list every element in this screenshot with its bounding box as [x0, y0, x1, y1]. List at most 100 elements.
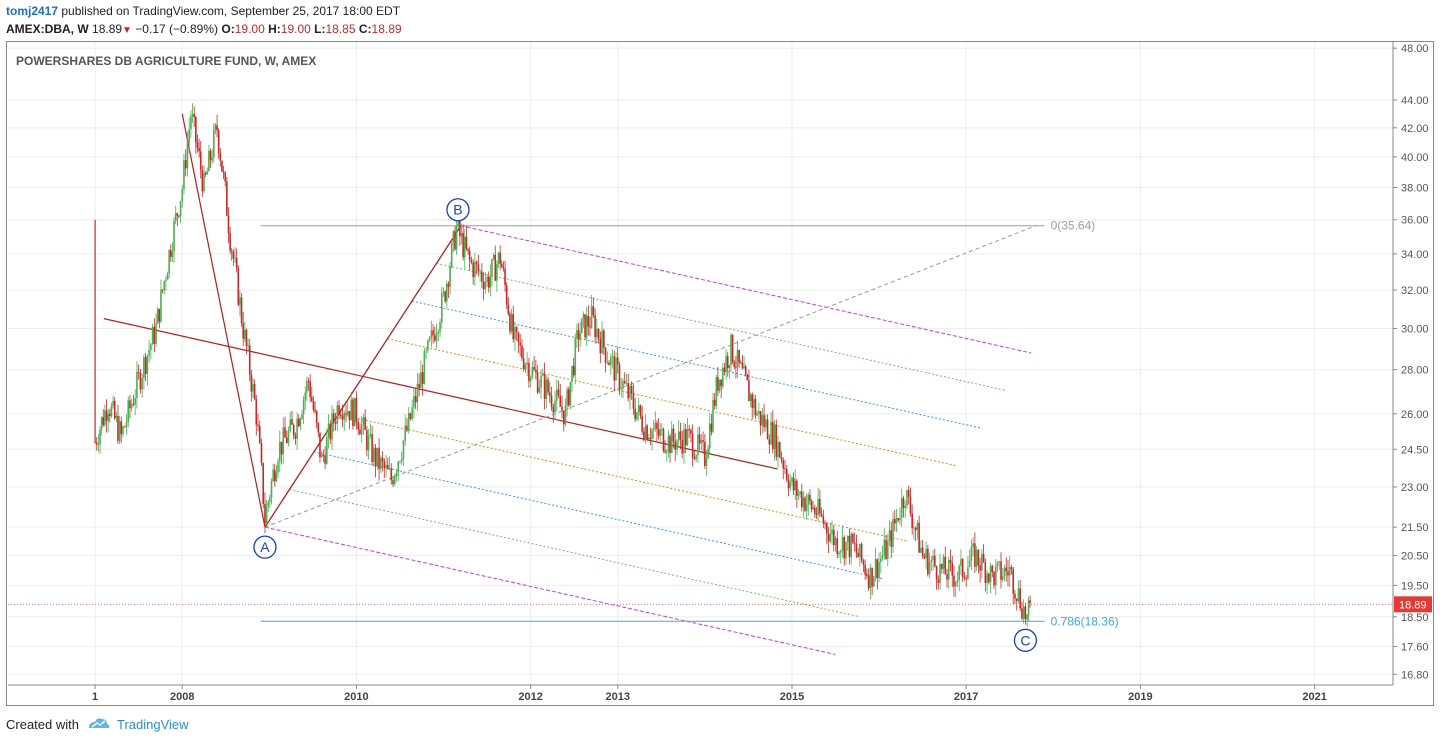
candle-body — [996, 562, 999, 567]
candle-body — [988, 573, 990, 583]
candle-body — [604, 347, 607, 363]
candle-body — [425, 350, 427, 352]
candle-body — [127, 400, 130, 423]
candle-body — [364, 417, 366, 430]
candle-body — [212, 130, 215, 158]
candle-body — [838, 552, 840, 555]
candle-body — [878, 561, 880, 579]
candle-body — [428, 337, 431, 341]
candle-body — [751, 394, 754, 408]
candle-body — [465, 236, 468, 249]
candle-body — [332, 413, 335, 423]
candle-body — [440, 293, 443, 323]
candle-body — [352, 399, 354, 427]
candle-body — [1019, 588, 1021, 609]
candle-body — [826, 523, 828, 534]
candle-body — [294, 435, 297, 439]
candle-body — [639, 405, 642, 416]
candle-body — [822, 515, 825, 524]
candle-body — [163, 281, 166, 291]
candle-body — [277, 461, 279, 473]
candle-body — [718, 379, 721, 391]
candle-body — [492, 254, 495, 260]
low-label: L: — [314, 22, 326, 36]
candle-body — [399, 461, 401, 463]
y-tick-label: 42.00 — [1401, 123, 1429, 135]
candle-body — [240, 297, 243, 323]
candle-body — [609, 356, 612, 366]
candle-body — [345, 413, 347, 415]
candle-body — [982, 554, 985, 563]
candle-body — [683, 429, 685, 454]
candle-body — [768, 439, 771, 445]
price-change: −0.17 (−0.89%) — [135, 22, 219, 36]
author-link[interactable]: tomj2417 — [6, 4, 59, 18]
candle-body — [1007, 571, 1009, 576]
candle-body — [688, 429, 690, 431]
candle-body — [960, 559, 962, 566]
pitchfork-parallel — [289, 488, 860, 618]
y-tick-label: 17.60 — [1401, 642, 1429, 654]
candle-body — [156, 308, 159, 324]
candle-body — [899, 517, 901, 521]
candle-body — [533, 367, 535, 370]
candle-body — [935, 566, 938, 580]
candle-body — [804, 497, 806, 511]
candle-body — [594, 315, 596, 338]
candle-body — [661, 428, 663, 430]
candle-body — [984, 562, 987, 583]
x-tick-label: 2019 — [1128, 691, 1152, 703]
pitchfork-parallel — [387, 338, 958, 467]
candle-body — [509, 314, 511, 332]
tradingview-link[interactable]: TradingView — [116, 717, 189, 732]
candle-body — [735, 366, 737, 368]
y-tick-label: 32.00 — [1401, 285, 1429, 297]
candle-body — [423, 351, 426, 384]
candle-body — [524, 364, 527, 369]
candle-body — [112, 400, 114, 406]
candle-body — [386, 464, 389, 470]
candle-body — [132, 403, 135, 405]
candle-body — [620, 388, 623, 390]
chart-frame[interactable] — [6, 41, 1434, 706]
candle-body — [514, 327, 516, 340]
candle-body — [186, 142, 189, 169]
candle-body — [603, 330, 605, 348]
publish-text: published on TradingView.com, September … — [61, 4, 401, 18]
candle-body — [285, 437, 288, 443]
candle-body — [669, 436, 671, 454]
candle-body — [244, 329, 246, 339]
candle-body — [357, 422, 359, 430]
candle-body — [584, 314, 586, 338]
candle-body — [206, 171, 209, 175]
candle-body — [723, 367, 726, 372]
candle-body — [173, 221, 175, 252]
candle-body — [904, 505, 907, 508]
candle-body — [954, 581, 957, 587]
candle-body — [512, 314, 515, 340]
candle-body — [129, 400, 131, 409]
candle-body — [562, 410, 565, 425]
candle-body — [759, 411, 762, 426]
tradingview-logo-icon — [87, 716, 111, 733]
candle-body — [545, 379, 548, 399]
candle-body — [452, 231, 455, 243]
candle-body — [538, 387, 541, 393]
candle-body — [521, 345, 523, 359]
candle-body — [522, 358, 525, 369]
candle-body — [1027, 600, 1030, 615]
candle-body — [188, 129, 190, 143]
candle-body — [1029, 600, 1031, 603]
candle-body — [444, 291, 446, 302]
candle-body — [873, 577, 875, 587]
candle-body — [264, 504, 266, 524]
candle-body — [353, 397, 356, 427]
candle-body — [820, 513, 823, 516]
candle-body — [947, 560, 950, 580]
pitchfork-parallel — [313, 451, 885, 580]
last-price-badge — [1394, 596, 1432, 613]
candle-body — [1015, 598, 1018, 601]
y-tick-label: 21.50 — [1401, 522, 1429, 534]
candle-body — [770, 421, 772, 445]
